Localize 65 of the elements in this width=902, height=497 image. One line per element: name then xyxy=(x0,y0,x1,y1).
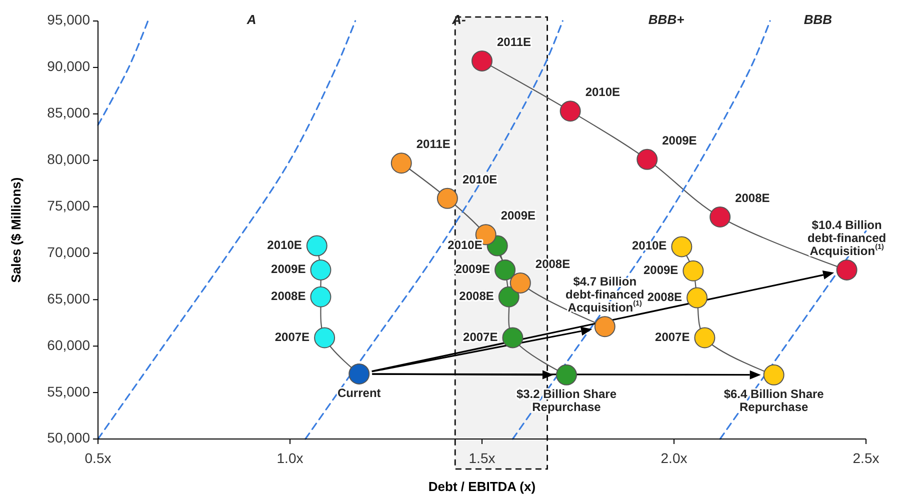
annotation: 2009E xyxy=(662,134,697,148)
annotation: 2008E xyxy=(459,289,494,304)
y-tick-label: 70,000 xyxy=(47,244,90,260)
point xyxy=(694,327,716,348)
x-tick-label: 2.5x xyxy=(852,450,880,466)
y-tick-label: 50,000 xyxy=(47,430,90,446)
x-tick-label: 1.5x xyxy=(468,450,496,466)
annotation: Current xyxy=(337,386,381,400)
point xyxy=(310,259,332,280)
annotation: 2010E xyxy=(448,238,482,252)
point xyxy=(390,152,412,174)
annotation: 2009E xyxy=(500,208,536,223)
point xyxy=(510,272,531,294)
annotation: 2010E xyxy=(267,238,302,252)
y-tick-label: 75,000 xyxy=(47,197,90,214)
point xyxy=(310,286,332,308)
annotation: 2008E xyxy=(735,191,770,206)
y-axis-title: Sales ($ Millions) xyxy=(8,177,24,283)
annotation: 2010E xyxy=(632,238,667,253)
annotation: A xyxy=(246,12,256,28)
y-tick-label: 95,000 xyxy=(47,12,90,28)
point xyxy=(836,259,858,280)
y-tick-label: 80,000 xyxy=(47,151,90,168)
annotation: 2007E xyxy=(655,330,690,344)
y-tick-label: 65,000 xyxy=(47,290,90,306)
annotation: 2011E xyxy=(497,35,532,50)
point xyxy=(594,316,616,338)
x-axis-title: Debt / EBITDA (x) xyxy=(428,479,536,494)
x-tick-label: 1.0x xyxy=(276,450,304,466)
point xyxy=(472,50,492,72)
point xyxy=(686,287,708,308)
point xyxy=(682,260,704,282)
annotation: 2007E xyxy=(274,330,310,344)
point xyxy=(314,327,336,348)
annotation: 2008E xyxy=(535,257,570,272)
point xyxy=(436,188,458,209)
annotation: BBB+ xyxy=(648,12,685,28)
annotation: 2009E xyxy=(643,263,678,278)
y-tick-label: 90,000 xyxy=(47,58,90,74)
annotation: BBB xyxy=(804,12,832,28)
annotation: 2007E xyxy=(463,330,498,344)
point xyxy=(556,364,577,386)
annotation: 2010E xyxy=(585,85,620,100)
annotation: A- xyxy=(451,12,466,28)
annotation: 2008E xyxy=(271,289,306,304)
x-tick-label: 2.0x xyxy=(660,450,688,466)
annotation: 2009E xyxy=(271,262,306,276)
point xyxy=(763,364,784,386)
point xyxy=(560,100,581,122)
point xyxy=(494,259,516,280)
annotation: 2011E xyxy=(416,137,450,152)
x-tick-label: 0.5x xyxy=(84,450,112,466)
point xyxy=(498,286,520,308)
point xyxy=(671,236,692,258)
point xyxy=(502,327,524,348)
y-tick-label: 60,000 xyxy=(47,336,90,353)
point xyxy=(636,148,658,170)
y-tick-label: 55,000 xyxy=(47,383,90,400)
point xyxy=(306,235,328,256)
annotation: 2008E xyxy=(647,290,682,304)
annotation: 2009E xyxy=(455,262,490,276)
y-tick-label: 85,000 xyxy=(47,104,90,121)
point xyxy=(710,206,731,228)
point xyxy=(348,363,370,384)
annotation: 2010E xyxy=(462,172,498,187)
